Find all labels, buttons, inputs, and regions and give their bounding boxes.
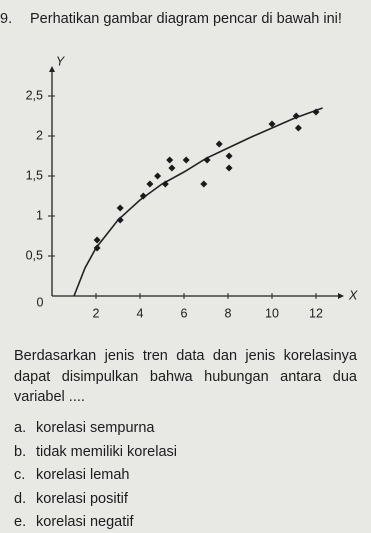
x-tick-label: 10	[265, 306, 279, 320]
y-tick-label: 1,5	[26, 168, 43, 182]
x-axis-label: X	[348, 288, 358, 302]
y-axis-arrow	[49, 66, 55, 72]
data-point	[168, 164, 176, 172]
x-tick-label: 6	[181, 306, 188, 320]
data-point	[312, 108, 320, 116]
option-letter: d.	[14, 490, 27, 507]
option-letter: b.	[14, 443, 27, 460]
y-tick-label: 2	[36, 128, 43, 142]
chart: X Y 0 2 4 6 8 10 12 0,5 1 1,5 2 2,5	[26, 54, 358, 320]
y-tick-label: 1	[36, 208, 43, 222]
data-point	[154, 172, 162, 180]
option-letter: e.	[14, 514, 27, 530]
data-point	[292, 112, 300, 120]
option-text: korelasi positif	[36, 490, 128, 507]
data-point	[93, 236, 101, 244]
x-tick-label: 2	[93, 306, 100, 320]
data-point	[161, 180, 169, 188]
data-point	[139, 192, 147, 200]
x-axis-arrow	[338, 293, 344, 299]
option-text: korelasi lemah	[36, 467, 130, 483]
data-point	[225, 152, 233, 160]
data-point	[203, 156, 211, 164]
question-text: Perhatikan gambar diagram pencar di bawa…	[30, 11, 342, 27]
y-axis-label: Y	[56, 54, 66, 68]
trend-line	[73, 107, 323, 297]
data-point	[166, 156, 174, 164]
option-letter: a.	[14, 420, 27, 436]
x-tick-label: 12	[309, 306, 323, 320]
data-point	[116, 216, 124, 224]
option-text: korelasi negatif	[36, 514, 134, 530]
data-point	[215, 140, 223, 148]
data-point	[225, 164, 233, 172]
question-number: 9.	[0, 11, 13, 27]
y-tick-label: 0,5	[26, 248, 43, 262]
data-point	[93, 244, 101, 252]
option-text: tidak memiliki korelasi	[36, 443, 178, 460]
body-text: Berdasarkan jenis tren data dan jenis ko…	[14, 348, 357, 405]
data-point	[268, 120, 276, 128]
option-text: korelasi sempurna	[36, 420, 155, 436]
option-letter: c.	[14, 467, 26, 483]
x-tick-label: 8	[225, 306, 232, 320]
data-point	[294, 124, 302, 132]
data-point	[182, 156, 190, 164]
data-point	[200, 180, 208, 188]
data-point	[146, 180, 154, 188]
x-tick-label: 4	[137, 306, 144, 320]
origin-label: 0	[37, 295, 44, 309]
y-tick-label: 2,5	[26, 88, 43, 102]
data-point	[116, 204, 124, 212]
